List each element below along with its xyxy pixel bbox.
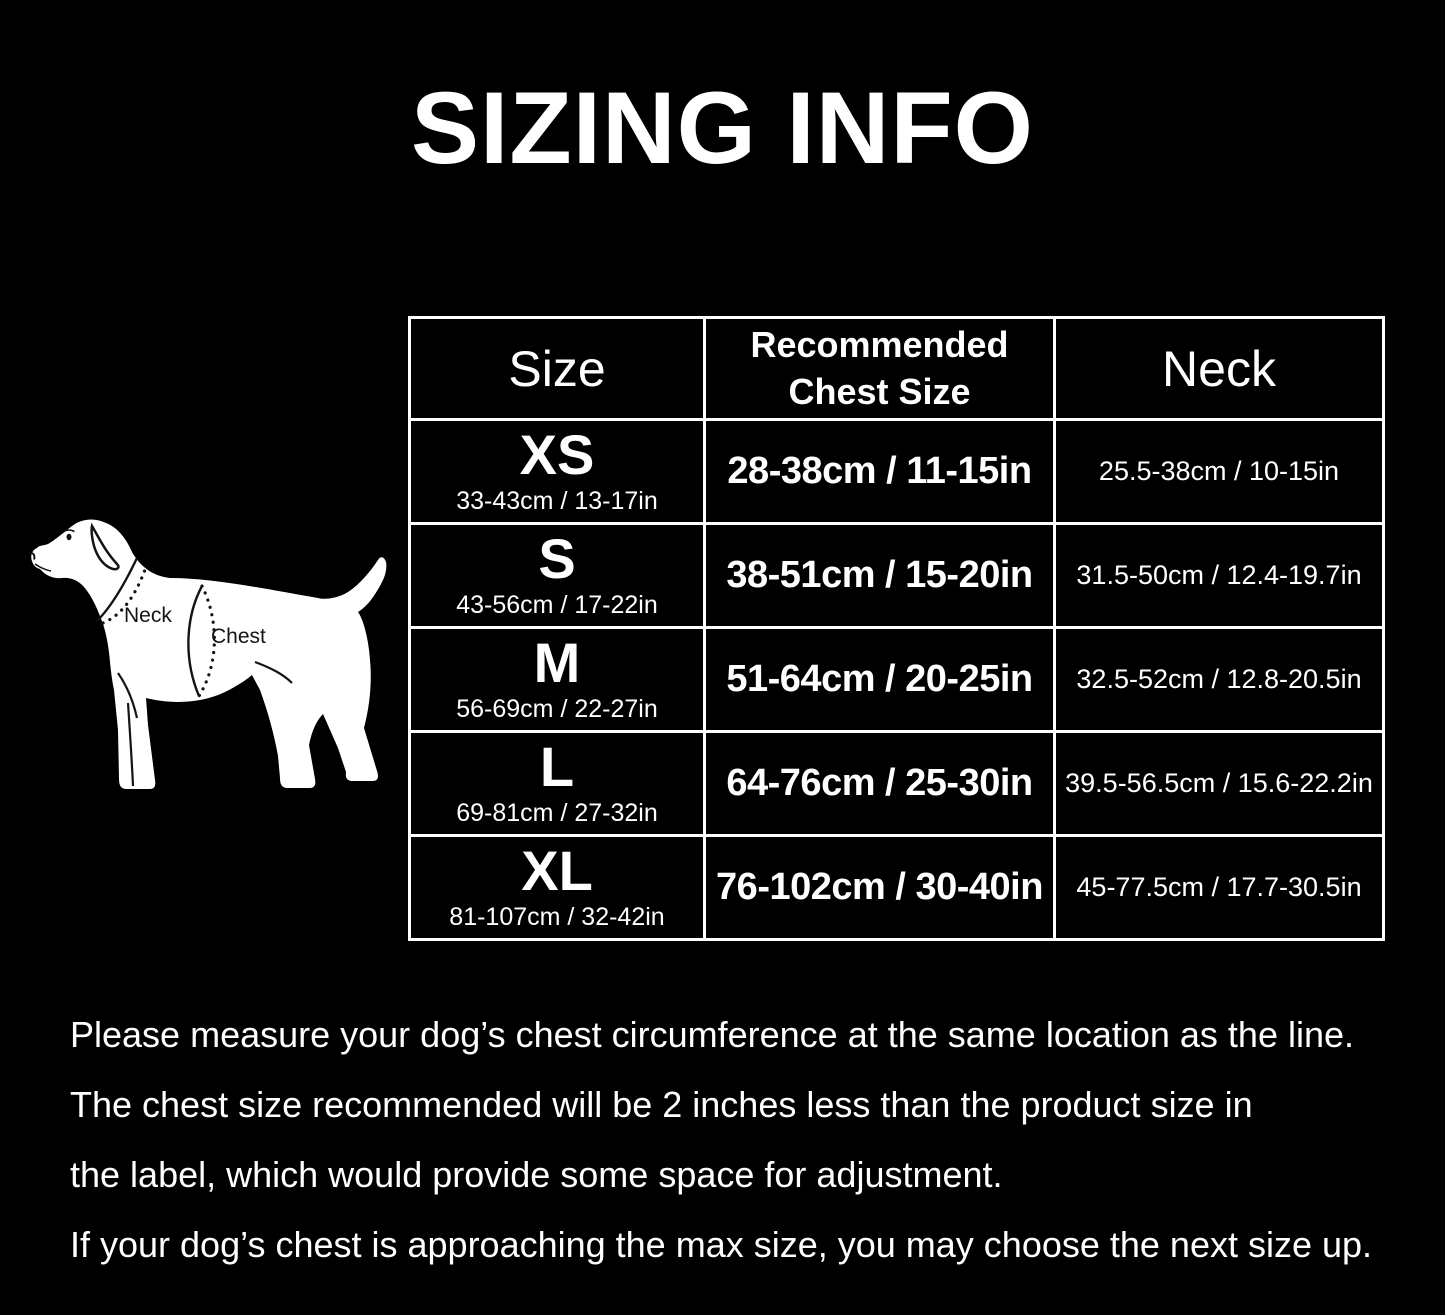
size-label: M — [533, 631, 581, 695]
neck-cell: 31.5-50cm / 12.4-19.7in — [1053, 522, 1385, 629]
size-sublabel: 69-81cm / 27-32in — [456, 799, 658, 828]
size-cell: XS 33-43cm / 13-17in — [408, 418, 706, 525]
page-title: SIZING INFO — [411, 71, 1034, 185]
table-row-xl: XL 81-107cm / 32-42in 76-102cm / 30-40in… — [408, 834, 1385, 941]
neck-measure-line-solid — [96, 557, 139, 622]
size-label: L — [539, 735, 575, 799]
chest-cell: 76-102cm / 30-40in — [703, 834, 1056, 941]
sizing-table: Size Recommended Chest Size Neck XS 33-4… — [408, 316, 1385, 941]
neck-cell: 39.5-56.5cm / 15.6-22.2in — [1053, 730, 1385, 837]
chest-cell: 38-51cm / 15-20in — [703, 522, 1056, 629]
chest-cell: 64-76cm / 25-30in — [703, 730, 1056, 837]
table-row-l: L 69-81cm / 27-32in 64-76cm / 25-30in 39… — [408, 730, 1385, 837]
note-line: Please measure your dog’s chest circumfe… — [70, 1014, 1355, 1055]
size-label: XS — [519, 423, 595, 487]
size-sublabel: 33-43cm / 13-17in — [456, 487, 658, 516]
dog-ear — [90, 522, 120, 571]
neck-cell: 32.5-52cm / 12.8-20.5in — [1053, 626, 1385, 733]
dog-mouth — [34, 563, 52, 572]
note-line: If your dog’s chest is approaching the m… — [70, 1224, 1373, 1265]
dog-nostril — [31, 552, 36, 560]
table-row-s: S 43-56cm / 17-22in 38-51cm / 15-20in 31… — [408, 522, 1385, 629]
size-label: S — [538, 527, 576, 591]
column-header-chest: Recommended Chest Size — [703, 316, 1056, 421]
dog-measurement-diagram: Neck Chest — [31, 519, 387, 789]
note-line: the label, which would provide some spac… — [70, 1154, 1003, 1195]
dog-eye — [66, 533, 72, 541]
sizing-notes: Please measure your dog’s chest circumfe… — [70, 1000, 1372, 1280]
column-header-neck: Neck — [1053, 316, 1385, 421]
column-header-size: Size — [408, 316, 706, 421]
chest-label: Chest — [211, 625, 266, 648]
size-cell: XL 81-107cm / 32-42in — [408, 834, 706, 941]
chest-measure-line-solid — [187, 585, 204, 697]
table-row-m: M 56-69cm / 22-27in 51-64cm / 20-25in 32… — [408, 626, 1385, 733]
note-line: The chest size recommended will be 2 inc… — [70, 1084, 1253, 1125]
table-row-xs: XS 33-43cm / 13-17in 28-38cm / 11-15in 2… — [408, 418, 1385, 525]
neck-cell: 25.5-38cm / 10-15in — [1053, 418, 1385, 525]
size-cell: M 56-69cm / 22-27in — [408, 626, 706, 733]
dog-silhouette — [31, 519, 387, 789]
size-label: XL — [521, 839, 593, 903]
size-cell: L 69-81cm / 27-32in — [408, 730, 706, 837]
chest-cell: 28-38cm / 11-15in — [703, 418, 1056, 525]
neck-measure-line-dotted — [101, 565, 148, 625]
size-sublabel: 81-107cm / 32-42in — [449, 903, 665, 932]
neck-label: Neck — [124, 604, 172, 627]
front-leg-line — [126, 702, 135, 787]
neck-cell: 45-77.5cm / 17.7-30.5in — [1053, 834, 1385, 941]
size-sublabel: 56-69cm / 22-27in — [456, 695, 658, 724]
thigh-line — [254, 660, 293, 684]
dog-eyebrow — [63, 529, 75, 533]
shoulder-line — [117, 672, 139, 719]
chest-cell: 51-64cm / 20-25in — [703, 626, 1056, 733]
size-sublabel: 43-56cm / 17-22in — [456, 591, 658, 620]
header-row: Size Recommended Chest Size Neck — [408, 316, 1385, 421]
size-cell: S 43-56cm / 17-22in — [408, 522, 706, 629]
